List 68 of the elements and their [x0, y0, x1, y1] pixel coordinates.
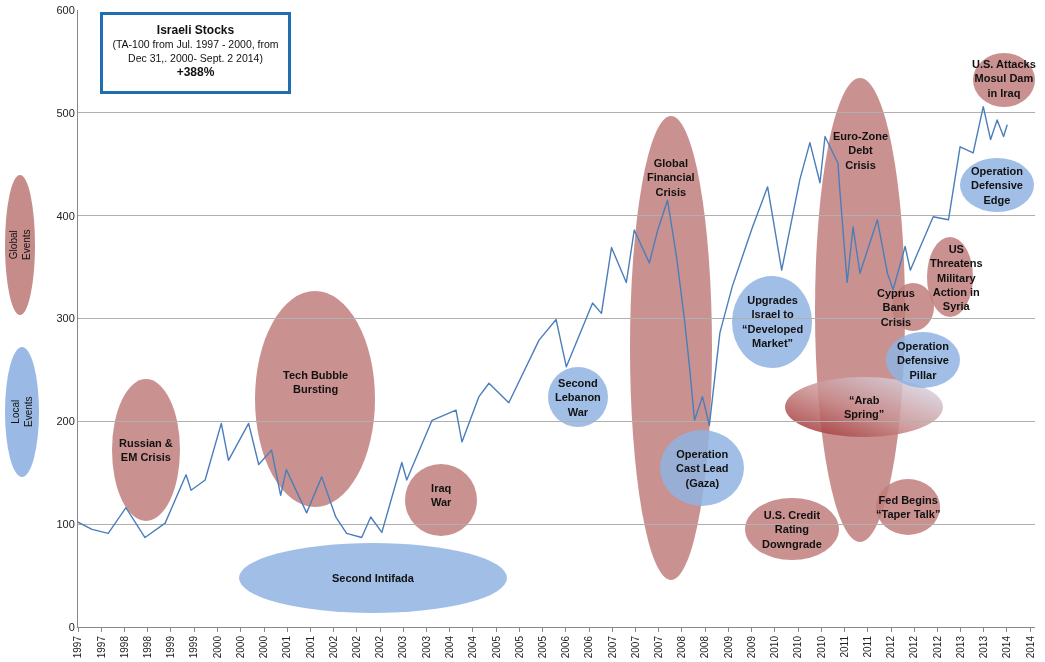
x-tick-label: 2000 — [258, 635, 270, 659]
annotation: Operation Defensive Pillar — [897, 340, 950, 381]
x-tick-label: 2012 — [908, 635, 920, 659]
y-tick-label: 400 — [56, 209, 75, 222]
annotation: Operation Cast Lead (Gaza) — [676, 448, 729, 489]
x-tick-label: 2005 — [513, 635, 525, 659]
x-tick-label: 2005 — [536, 635, 548, 659]
x-tick-label: 2003 — [420, 635, 432, 659]
annotation: Operation Defensive Edge — [971, 165, 1024, 206]
x-tick-label: 2013 — [978, 635, 990, 659]
x-tick-label: 2002 — [350, 635, 362, 659]
x-tick-label: 2000 — [234, 635, 246, 659]
annotation: Second Lebanon War — [555, 377, 602, 418]
text-box: Israeli Stocks (TA-100 from Jul. 1997 - 2000, from Dec 31,. 2000- Sept. 2 2014) +388% — [100, 12, 291, 94]
x-tick-label: 2010 — [815, 635, 827, 659]
text: Local Events — [10, 396, 34, 427]
annotation: Fed Begins “Taper Talk” — [876, 494, 941, 521]
x-tick-label: 2002 — [328, 635, 340, 659]
x-tick-label: 2014 — [1024, 635, 1036, 659]
annotation: Second Intifada — [332, 572, 415, 584]
x-tick-label: 1999 — [188, 635, 200, 659]
x-tick-label: 1997 — [95, 635, 107, 659]
x-tick-label: 2007 — [606, 635, 618, 659]
y-tick-label: 0 — [68, 620, 75, 633]
x-tick-label: 2011 — [838, 635, 850, 658]
x-tick-label: 2011 — [861, 635, 873, 658]
x-tick-label: 2002 — [374, 635, 386, 659]
x-tick-label: 2007 — [629, 635, 641, 659]
annotation: Upgrades Israel to “Developed Market” — [742, 294, 804, 349]
x-tick-label: 2009 — [745, 635, 757, 659]
x-tick-label: 2006 — [583, 635, 595, 659]
x-tick-label: 2010 — [769, 635, 781, 659]
x-tick-label: 2013 — [954, 635, 966, 659]
annotation: Global Financial Crisis — [647, 157, 695, 198]
x-tick-label: 2004 — [467, 635, 479, 659]
annotation: “Arab Spring” — [844, 394, 885, 421]
x-tick-label: 2012 — [931, 635, 943, 659]
annotation: Russian & EM Crisis — [119, 437, 173, 464]
x-tick-label: 2010 — [792, 635, 804, 659]
x-tick-label: 2009 — [722, 635, 734, 659]
x-tick-label: 2001 — [281, 635, 293, 659]
x-tick-label: 1997 — [72, 635, 84, 659]
x-tick-label: 2008 — [699, 635, 711, 659]
x-tick-label: 2004 — [443, 635, 455, 659]
text: Global Events — [8, 229, 32, 260]
x-tick-label: 1998 — [141, 635, 153, 659]
y-tick-label: 500 — [56, 106, 75, 119]
x-tick-label: 2008 — [676, 635, 688, 659]
annotation: Euro-Zone Debt Crisis — [833, 130, 888, 171]
x-tick-label: 2012 — [885, 635, 897, 659]
annotation: U.S. Credit Rating Downgrade — [762, 509, 822, 550]
annotation: Iraq War — [431, 482, 453, 509]
x-tick-label: 2014 — [1001, 635, 1013, 659]
x-tick-label: 2006 — [559, 635, 571, 659]
y-tick-label: 300 — [56, 312, 75, 325]
annotation: Tech Bubble Bursting — [283, 369, 349, 396]
annotation: Cyprus Bank Crisis — [877, 287, 915, 328]
x-tick-label: 1999 — [165, 635, 177, 659]
x-tick-label: 2000 — [211, 635, 223, 659]
x-tick-label: 2005 — [490, 635, 502, 659]
x-tick-label: 1998 — [118, 635, 130, 659]
annotation: +388% — [175, 65, 216, 80]
x-tick-label: 2007 — [652, 635, 664, 659]
x-tick-label: 2003 — [397, 635, 409, 659]
x-tick-label: 2001 — [304, 635, 316, 659]
y-tick-label: 600 — [56, 3, 75, 16]
y-tick-label: 200 — [56, 415, 75, 428]
y-tick-label: 100 — [56, 518, 75, 531]
